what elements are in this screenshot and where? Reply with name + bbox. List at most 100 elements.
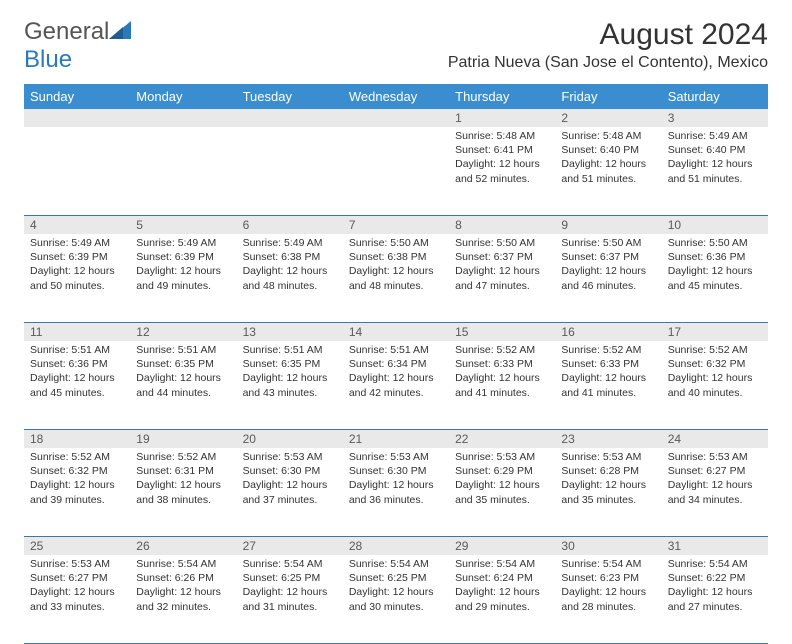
- sunset-line: Sunset: 6:41 PM: [455, 143, 549, 157]
- day-cell: Sunrise: 5:50 AMSunset: 6:36 PMDaylight:…: [662, 234, 768, 322]
- day-number: 1: [449, 109, 555, 127]
- day-cell-body: Sunrise: 5:54 AMSunset: 6:25 PMDaylight:…: [237, 555, 343, 618]
- day-number: 7: [343, 216, 449, 234]
- day-cell: Sunrise: 5:52 AMSunset: 6:32 PMDaylight:…: [662, 341, 768, 429]
- day-cell: Sunrise: 5:51 AMSunset: 6:36 PMDaylight:…: [24, 341, 130, 429]
- sunrise-line: Sunrise: 5:52 AM: [136, 450, 230, 464]
- sunset-line: Sunset: 6:27 PM: [668, 464, 762, 478]
- sunrise-line: Sunrise: 5:53 AM: [561, 450, 655, 464]
- page-title: August 2024: [448, 18, 768, 52]
- day-cell-body: Sunrise: 5:54 AMSunset: 6:23 PMDaylight:…: [555, 555, 661, 618]
- day-cell-body: Sunrise: 5:52 AMSunset: 6:33 PMDaylight:…: [449, 341, 555, 404]
- day-cell-body: [343, 127, 449, 133]
- sunset-line: Sunset: 6:25 PM: [243, 571, 337, 585]
- daynum-row: 25262728293031: [24, 537, 768, 555]
- day-number: [24, 109, 130, 127]
- day-number: 4: [24, 216, 130, 234]
- daylight-line: Daylight: 12 hours and 50 minutes.: [30, 264, 124, 292]
- daylight-line: Daylight: 12 hours and 33 minutes.: [30, 585, 124, 613]
- day-cell-body: Sunrise: 5:52 AMSunset: 6:32 PMDaylight:…: [662, 341, 768, 404]
- sunset-line: Sunset: 6:35 PM: [136, 357, 230, 371]
- sunrise-line: Sunrise: 5:48 AM: [561, 129, 655, 143]
- daylight-line: Daylight: 12 hours and 29 minutes.: [455, 585, 549, 613]
- sunrise-line: Sunrise: 5:51 AM: [349, 343, 443, 357]
- day-cell: Sunrise: 5:50 AMSunset: 6:38 PMDaylight:…: [343, 234, 449, 322]
- daylight-line: Daylight: 12 hours and 45 minutes.: [668, 264, 762, 292]
- day-cell: Sunrise: 5:51 AMSunset: 6:35 PMDaylight:…: [237, 341, 343, 429]
- calendar: SundayMondayTuesdayWednesdayThursdayFrid…: [24, 84, 768, 644]
- day-cell: Sunrise: 5:54 AMSunset: 6:25 PMDaylight:…: [343, 555, 449, 643]
- sunrise-line: Sunrise: 5:53 AM: [30, 557, 124, 571]
- daylight-line: Daylight: 12 hours and 45 minutes.: [30, 371, 124, 399]
- day-number: 12: [130, 323, 236, 341]
- day-cell: Sunrise: 5:52 AMSunset: 6:33 PMDaylight:…: [555, 341, 661, 429]
- day-number: 9: [555, 216, 661, 234]
- day-cell-body: Sunrise: 5:52 AMSunset: 6:32 PMDaylight:…: [24, 448, 130, 511]
- day-cell-body: Sunrise: 5:48 AMSunset: 6:40 PMDaylight:…: [555, 127, 661, 190]
- daylight-line: Daylight: 12 hours and 44 minutes.: [136, 371, 230, 399]
- day-number: 16: [555, 323, 661, 341]
- day-cell: Sunrise: 5:49 AMSunset: 6:40 PMDaylight:…: [662, 127, 768, 215]
- sunset-line: Sunset: 6:38 PM: [349, 250, 443, 264]
- day-cell: Sunrise: 5:51 AMSunset: 6:34 PMDaylight:…: [343, 341, 449, 429]
- day-cell: Sunrise: 5:54 AMSunset: 6:24 PMDaylight:…: [449, 555, 555, 643]
- daynum-row: 45678910: [24, 216, 768, 234]
- logo-triangle-icon: [109, 18, 131, 46]
- logo-word1: General: [24, 18, 109, 45]
- sunset-line: Sunset: 6:27 PM: [30, 571, 124, 585]
- sunrise-line: Sunrise: 5:54 AM: [136, 557, 230, 571]
- day-cell: Sunrise: 5:53 AMSunset: 6:27 PMDaylight:…: [662, 448, 768, 536]
- daylight-line: Daylight: 12 hours and 51 minutes.: [561, 157, 655, 185]
- day-cell-body: Sunrise: 5:53 AMSunset: 6:30 PMDaylight:…: [237, 448, 343, 511]
- sunset-line: Sunset: 6:39 PM: [30, 250, 124, 264]
- day-cell: [24, 127, 130, 215]
- page: General Blue August 2024 Patria Nueva (S…: [0, 0, 792, 644]
- day-cell-body: Sunrise: 5:53 AMSunset: 6:28 PMDaylight:…: [555, 448, 661, 511]
- sunset-line: Sunset: 6:33 PM: [455, 357, 549, 371]
- logo-text: General Blue: [24, 18, 131, 74]
- sunrise-line: Sunrise: 5:49 AM: [668, 129, 762, 143]
- day-header: Tuesday: [237, 84, 343, 109]
- week-row: Sunrise: 5:48 AM Sunset: 6:41 PM Daylight:…: [24, 127, 768, 216]
- day-cell-body: Sunrise: 5:54 AMSunset: 6:25 PMDaylight:…: [343, 555, 449, 618]
- day-cell-body: Sunrise: 5:52 AMSunset: 6:33 PMDaylight:…: [555, 341, 661, 404]
- daylight-line: Daylight: 12 hours and 34 minutes.: [668, 478, 762, 506]
- sunrise-line: Sunrise: 5:54 AM: [349, 557, 443, 571]
- daylight-line: Daylight: 12 hours and 40 minutes.: [668, 371, 762, 399]
- daylight-line: Daylight: 12 hours and 47 minutes.: [455, 264, 549, 292]
- day-header: Friday: [555, 84, 661, 109]
- day-number: 28: [343, 537, 449, 555]
- sunset-line: Sunset: 6:37 PM: [561, 250, 655, 264]
- day-header: Monday: [130, 84, 236, 109]
- sunrise-line: Sunrise: 5:54 AM: [455, 557, 549, 571]
- day-cell-body: [130, 127, 236, 133]
- day-number: 15: [449, 323, 555, 341]
- sunset-line: Sunset: 6:23 PM: [561, 571, 655, 585]
- day-cell: Sunrise: 5:52 AMSunset: 6:32 PMDaylight:…: [24, 448, 130, 536]
- daynum-row: 11121314151617: [24, 323, 768, 341]
- sunset-line: Sunset: 6:25 PM: [349, 571, 443, 585]
- day-number: 21: [343, 430, 449, 448]
- title-block: August 2024 Patria Nueva (San Jose el Co…: [448, 18, 768, 72]
- sunrise-line: Sunrise: 5:52 AM: [455, 343, 549, 357]
- sunrise-line: Sunrise: 5:51 AM: [243, 343, 337, 357]
- day-cell-body: Sunrise: 5:53 AMSunset: 6:27 PMDaylight:…: [662, 448, 768, 511]
- sunset-line: Sunset: 6:32 PM: [30, 464, 124, 478]
- page-subtitle: Patria Nueva (San Jose el Contento), Mex…: [448, 54, 768, 72]
- day-cell-body: Sunrise: 5:51 AMSunset: 6:34 PMDaylight:…: [343, 341, 449, 404]
- sunrise-line: Sunrise: 5:51 AM: [136, 343, 230, 357]
- day-number: 11: [24, 323, 130, 341]
- daylight-line: Daylight: 12 hours and 39 minutes.: [30, 478, 124, 506]
- day-number: 31: [662, 537, 768, 555]
- day-cell: Sunrise: 5:52 AMSunset: 6:31 PMDaylight:…: [130, 448, 236, 536]
- sunset-line: Sunset: 6:30 PM: [349, 464, 443, 478]
- sunset-line: Sunset: 6:37 PM: [455, 250, 549, 264]
- daylight-line: Daylight: 12 hours and 48 minutes.: [349, 264, 443, 292]
- daylight-line: Daylight: 12 hours and 51 minutes.: [668, 157, 762, 185]
- daylight-line: Daylight: 12 hours and 31 minutes.: [243, 585, 337, 613]
- day-cell-body: Sunrise: 5:50 AMSunset: 6:37 PMDaylight:…: [555, 234, 661, 297]
- daylight-line: Daylight: 12 hours and 43 minutes.: [243, 371, 337, 399]
- day-number: 10: [662, 216, 768, 234]
- daylight-line: Daylight: 12 hours and 28 minutes.: [561, 585, 655, 613]
- day-number: 18: [24, 430, 130, 448]
